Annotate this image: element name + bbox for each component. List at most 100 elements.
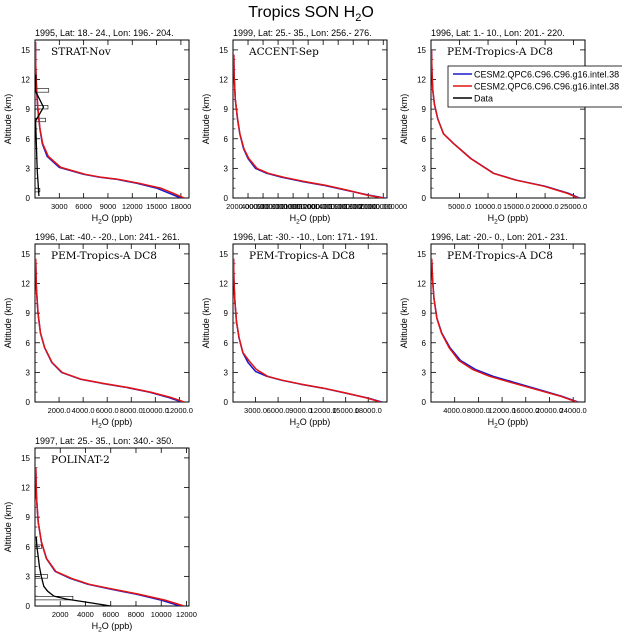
x-axis-label: H2O (ppb) [488, 213, 529, 226]
x-tick-label: 18000 [170, 202, 191, 211]
y-tick-label: 6 [26, 543, 31, 552]
panel-header: 1996, Lat: -30.- -10., Lon: 171.- 191. [233, 232, 378, 242]
y-tick-label: 9 [224, 309, 229, 318]
panel-3: 1996, Lat: 1.- 10., Lon: 201.- 220. 0 3 6 9 1… [399, 28, 587, 226]
panel-header: 1996, Lat: -40.- -20., Lon: 241.- 261. [35, 232, 180, 242]
x-tick-label: 6000.000000 [256, 202, 300, 211]
x-tick-label: 2000.0 [48, 406, 71, 415]
x-axis-label: H2O (ppb) [290, 213, 331, 226]
y-tick-label: 6 [26, 339, 31, 348]
x-tick-label: 25000.0 [560, 202, 587, 211]
y-tick-label: 15 [21, 46, 30, 55]
y-axis-label: Altitude (km) [399, 298, 409, 349]
x-tick-label: 18000.000000 [344, 202, 392, 211]
x-tick-label: 4000.000000 [241, 202, 285, 211]
plot-frame [430, 243, 586, 403]
data-error-box [35, 544, 42, 549]
y-tick-label: 6 [224, 339, 229, 348]
x-axis-label-sub: 2 [98, 219, 102, 226]
campaign-label: PEM-Tropics-A DC8 [51, 250, 157, 262]
x-tick-label: 4000 [77, 610, 94, 619]
x-tick-label: 10000.0 [142, 406, 169, 415]
x-tick-label: 8000.0 [467, 406, 490, 415]
campaign-label: PEM-Tropics-A DC8 [447, 250, 553, 262]
y-tick-label: 3 [422, 368, 427, 377]
y-tick-label: 0 [224, 398, 229, 407]
y-tick-label: 15 [21, 250, 30, 259]
x-axis-label-rest: O (ppb) [102, 213, 133, 223]
x-axis-label-h: H [488, 213, 495, 223]
y-tick-label: 6 [422, 135, 427, 144]
y-tick-label: 9 [422, 309, 427, 318]
x-tick-label: 8000.000000 [271, 202, 315, 211]
panel-grid: 1995, Lat: 18.- 24., Lon: 196.- 204. 0 3 6 9… [3, 28, 587, 634]
series-line-red [35, 41, 185, 198]
series-line-blue [35, 258, 183, 402]
y-tick-label: 12 [417, 76, 426, 85]
panel-5: 1996, Lat: -30.- -10., Lon: 171.- 191. 0 3… [201, 232, 388, 430]
x-axis-label: H2O (ppb) [290, 417, 331, 430]
data-error-box [35, 88, 50, 93]
y-tick-label: 9 [26, 309, 31, 318]
campaign-label: STRAT-Nov [51, 46, 111, 58]
x-tick-label: 4000.0 [443, 406, 466, 415]
series-line-blue [35, 41, 182, 198]
x-tick-label: 16000.0 [512, 406, 539, 415]
legend: CESM2.QPC6.C96.C96.g16.intel.38 CESM2.QP… [447, 65, 622, 108]
x-tick-label: 3000.0 [244, 406, 267, 415]
x-tick-label: 6000 [75, 202, 92, 211]
x-axis-label: H2O (ppb) [92, 213, 133, 226]
data-error-box [35, 117, 46, 123]
x-tick-label: 5000.0 [448, 202, 471, 211]
panel-header: 1996, Lat: -20.- 0., Lon: 201.- 231. [431, 232, 568, 242]
x-tick-label: 15000.0 [503, 202, 530, 211]
x-axis-label-sub: 2 [296, 423, 300, 430]
y-axis-label: Altitude (km) [3, 94, 13, 145]
x-tick-label: 2000 [52, 610, 69, 619]
series-line-red [431, 49, 579, 198]
data-error-box [35, 105, 49, 110]
x-axis-label-sub: 2 [296, 219, 300, 226]
plot-frame [34, 447, 190, 607]
panel-2: 1999, Lat: 25.- 35., Lon: 256.- 276. 0 3 6 9… [201, 28, 407, 226]
x-axis-label-rest: O (ppb) [102, 621, 133, 631]
x-tick-label: 14000.000000 [314, 202, 362, 211]
x-tick-label: 15000 [146, 202, 167, 211]
x-axis-label-rest: O (ppb) [102, 417, 133, 427]
x-tick-label: 10000.0 [474, 202, 501, 211]
y-tick-label: 12 [21, 280, 30, 289]
x-tick-label: 20000.0 [536, 406, 563, 415]
series-line-data [35, 74, 45, 197]
x-tick-label: 9000 [100, 202, 117, 211]
x-axis-label: H2O (ppb) [488, 417, 529, 430]
legend-label-2: CESM2.QPC6.C96.C96.g16.intel.38 [474, 82, 619, 92]
panel-header: 1995, Lat: 18.- 24., Lon: 196.- 204. [35, 28, 174, 38]
y-tick-label: 9 [224, 105, 229, 114]
y-tick-label: 12 [219, 280, 228, 289]
series-line-red [35, 258, 185, 402]
x-tick-label: 12000 [122, 202, 143, 211]
y-tick-label: 3 [224, 368, 229, 377]
x-axis-label: H2O (ppb) [92, 621, 133, 634]
y-tick-label: 3 [26, 368, 31, 377]
panel-header: 1999, Lat: 25.- 35., Lon: 256.- 276. [233, 28, 372, 38]
panel-4: 1996, Lat: -40.- -20., Lon: 241.- 261. 0 3… [3, 232, 193, 430]
y-tick-label: 15 [417, 46, 426, 55]
x-tick-label: 15000.0 [332, 406, 359, 415]
y-tick-label: 9 [422, 105, 427, 114]
x-tick-label: 3000 [51, 202, 68, 211]
x-axis-label-h: H [92, 417, 99, 427]
y-tick-label: 15 [219, 250, 228, 259]
x-axis-label-h: H [488, 417, 495, 427]
y-axis-label: Altitude (km) [399, 94, 409, 145]
y-tick-label: 3 [224, 164, 229, 173]
y-tick-label: 0 [26, 398, 31, 407]
y-tick-label: 0 [422, 194, 427, 203]
campaign-label: ACCENT-Sep [248, 46, 319, 58]
panel-1: 1995, Lat: 18.- 24., Lon: 196.- 204. 0 3 6 9… [3, 28, 191, 226]
x-tick-label: 12000.0 [166, 406, 193, 415]
y-tick-label: 15 [417, 250, 426, 259]
x-tick-label: 8000.0 [120, 406, 143, 415]
y-axis-label: Altitude (km) [201, 298, 211, 349]
series-line-red [233, 54, 384, 198]
